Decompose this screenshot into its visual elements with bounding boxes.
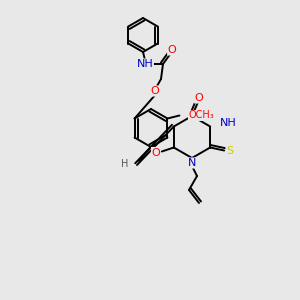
Text: NH: NH [136,59,153,69]
Text: O: O [151,86,159,96]
Text: O: O [152,148,160,158]
Text: NH: NH [220,118,237,128]
Text: OCH₃: OCH₃ [188,110,214,121]
Text: O: O [168,45,176,55]
Text: O: O [195,93,203,103]
Text: N: N [188,158,196,168]
Text: H: H [121,159,129,169]
Text: S: S [226,146,234,155]
